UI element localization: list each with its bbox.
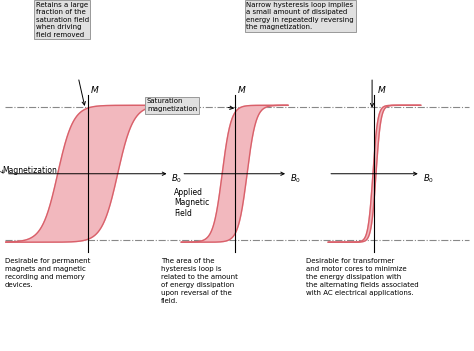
Text: $B_0$: $B_0$ — [290, 172, 301, 185]
Text: Desirable for permanent
magnets and magnetic
recording and memory
devices.: Desirable for permanent magnets and magn… — [5, 258, 90, 288]
Text: Retains a large
fraction of the
saturation field
when driving
field removed: Retains a large fraction of the saturati… — [36, 2, 89, 38]
Text: M: M — [91, 86, 98, 95]
Polygon shape — [6, 105, 170, 242]
Text: Magnetization: Magnetization — [2, 166, 57, 175]
Text: Saturation
magnetization: Saturation magnetization — [147, 98, 197, 112]
Text: Applied
Magnetic
Field: Applied Magnetic Field — [174, 188, 210, 218]
Text: Narrow hysteresis loop implies
a small amount of dissipated
energy in repeatedly: Narrow hysteresis loop implies a small a… — [246, 2, 354, 30]
Text: Desirable for transformer
and motor cores to minimize
the energy dissipation wit: Desirable for transformer and motor core… — [306, 258, 419, 296]
Polygon shape — [328, 105, 421, 242]
Text: M: M — [377, 86, 385, 95]
Text: The area of the
hysteresis loop is
related to the amount
of energy dissipation
u: The area of the hysteresis loop is relat… — [161, 258, 238, 304]
Text: M: M — [237, 86, 245, 95]
Text: $B_0$: $B_0$ — [423, 172, 434, 185]
Text: $B_0$: $B_0$ — [172, 172, 182, 185]
Polygon shape — [181, 105, 288, 242]
